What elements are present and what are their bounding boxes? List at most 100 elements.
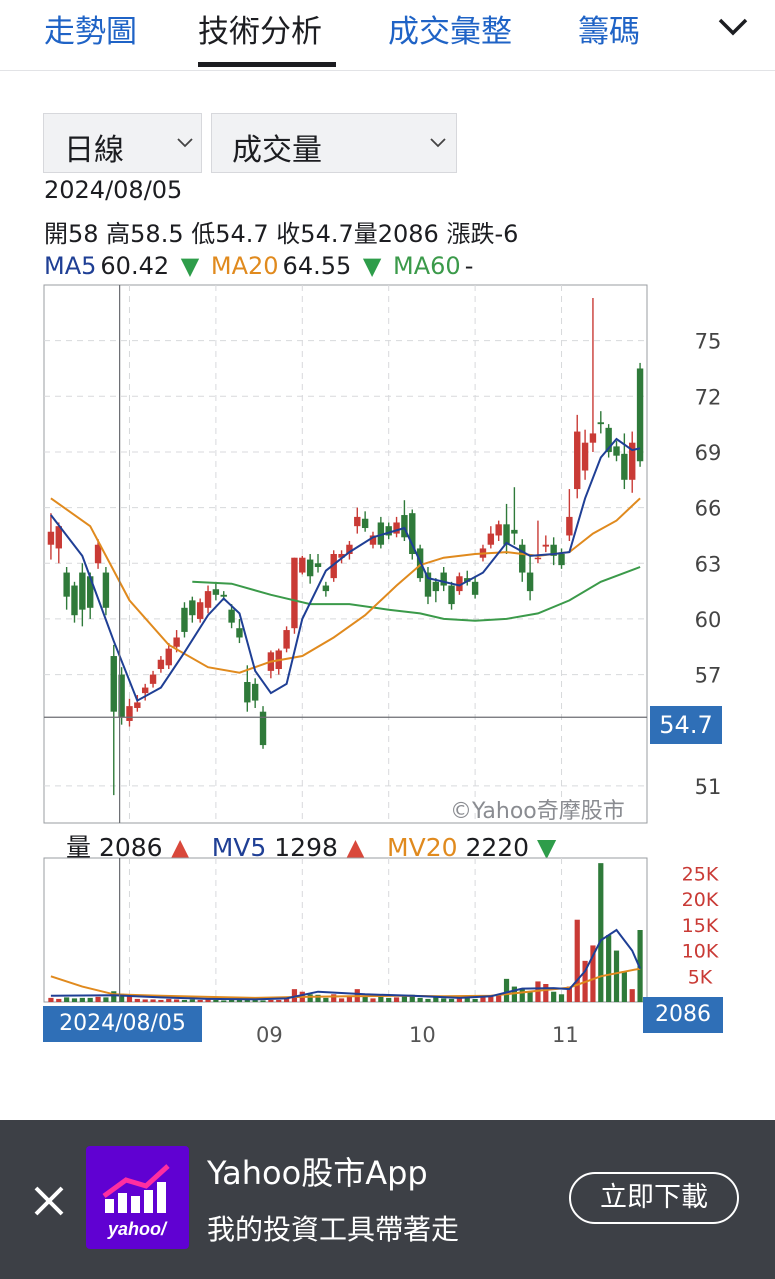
volume-bar bbox=[56, 998, 62, 1002]
month-label: 11 bbox=[552, 1023, 579, 1047]
candle-body bbox=[432, 581, 440, 592]
volume-frame bbox=[43, 857, 648, 1003]
volume-bar bbox=[417, 997, 423, 1002]
tab-trade-summary[interactable]: 成交彙整 bbox=[388, 14, 512, 50]
volume-bar bbox=[527, 991, 533, 1002]
volume-tick-label: 5K bbox=[688, 966, 713, 988]
watermark: ©Yahoo奇摩股市 bbox=[450, 799, 625, 824]
candle-body bbox=[464, 578, 471, 582]
tab-chips[interactable]: 籌碼 bbox=[578, 14, 640, 50]
tab-technical-analysis[interactable]: 技術分析 bbox=[198, 14, 322, 50]
volume-bar bbox=[378, 994, 384, 1002]
volume-bar bbox=[268, 999, 274, 1002]
candle-body bbox=[448, 585, 455, 605]
volume-bar bbox=[393, 997, 400, 1002]
volume-bar bbox=[503, 978, 510, 1002]
candle-body bbox=[534, 557, 542, 560]
ma20-value: 64.55 bbox=[282, 252, 352, 280]
y-tick-label: 63 bbox=[695, 552, 722, 576]
ma20-label: MA20 bbox=[210, 252, 279, 280]
volume-bar bbox=[464, 996, 470, 1002]
period-select[interactable]: 日線 bbox=[43, 113, 202, 173]
candle-body bbox=[220, 594, 227, 597]
volume-bar bbox=[205, 999, 211, 1002]
candle-body bbox=[134, 702, 141, 708]
candle-body bbox=[181, 607, 188, 632]
candle-body bbox=[126, 706, 133, 721]
candle-body bbox=[141, 687, 149, 694]
app-subtitle: 我的投資工具帶著走 bbox=[207, 1213, 460, 1246]
down-triangle-icon: ▼ bbox=[537, 833, 557, 862]
y-tick-label: 60 bbox=[695, 608, 722, 632]
volume-bar bbox=[291, 989, 298, 1002]
selected-date: 2024/08/05 bbox=[44, 176, 183, 204]
ma60-line bbox=[192, 566, 641, 622]
volume-bar bbox=[315, 994, 321, 1002]
ma5-value: 60.42 bbox=[100, 252, 170, 280]
candle-body bbox=[511, 529, 518, 534]
candle-body bbox=[581, 442, 589, 471]
candle-body bbox=[354, 516, 361, 527]
volume-bar bbox=[551, 991, 557, 1002]
candle-body bbox=[118, 674, 125, 718]
tab-trend[interactable]: 走勢圖 bbox=[44, 14, 137, 50]
volume-bar bbox=[637, 930, 643, 1002]
mv5-value: 1298 bbox=[274, 833, 338, 862]
candle-body bbox=[440, 572, 447, 586]
ma5-label: MA5 bbox=[44, 252, 97, 280]
volume-bar bbox=[519, 989, 525, 1002]
close-icon[interactable] bbox=[30, 1182, 68, 1220]
app-title: Yahoo股市App bbox=[207, 1154, 428, 1192]
volume-bar bbox=[197, 999, 203, 1002]
chevron-down-icon bbox=[430, 138, 446, 148]
volume-bar bbox=[79, 997, 85, 1002]
ma60-label: MA60 bbox=[393, 252, 461, 280]
volume-bar bbox=[181, 999, 188, 1002]
candlestick-chart[interactable]: 75 72 69 66 63 60 57 51 bbox=[0, 280, 775, 830]
indicator-select-value: 成交量 bbox=[232, 133, 322, 168]
volume-tick-label: 10K bbox=[682, 941, 719, 963]
vol-value: 2086 bbox=[98, 833, 163, 862]
candle-body bbox=[149, 674, 157, 684]
volume-bar bbox=[613, 950, 620, 1002]
volume-bar bbox=[346, 995, 353, 1002]
volume-bar bbox=[276, 999, 282, 1002]
candle-body bbox=[244, 682, 251, 703]
volume-bar bbox=[95, 996, 101, 1002]
volume-bar bbox=[621, 971, 627, 1002]
volume-bar bbox=[338, 998, 345, 1002]
candle-body bbox=[636, 368, 644, 462]
candle-body bbox=[291, 557, 298, 629]
volume-bar bbox=[244, 999, 250, 1002]
up-triangle-icon: ▲ bbox=[345, 833, 366, 862]
candle-body bbox=[157, 659, 165, 670]
volume-bar bbox=[150, 999, 156, 1002]
volume-bar bbox=[456, 997, 463, 1002]
vol-label: 量 bbox=[66, 833, 92, 862]
candle-body bbox=[251, 683, 259, 701]
down-triangle-icon: ▼ bbox=[362, 252, 382, 280]
volume-bar bbox=[119, 993, 125, 1002]
volume-bar bbox=[433, 997, 439, 1002]
candle-body bbox=[574, 431, 581, 490]
download-button[interactable]: 立即下載 bbox=[569, 1172, 739, 1224]
candle-body bbox=[361, 518, 369, 529]
candle-body bbox=[338, 554, 345, 558]
candle-body bbox=[94, 544, 102, 564]
volume-bar bbox=[370, 998, 376, 1002]
volume-bar bbox=[189, 999, 195, 1002]
yahoo-app-logo: yahoo/ bbox=[86, 1146, 189, 1249]
ma-legend: MA5 60.42 ▼ MA20 64.55 ▼ MA60- bbox=[44, 252, 477, 280]
chevron-down-icon[interactable] bbox=[716, 14, 750, 40]
candle-body bbox=[102, 572, 110, 608]
candle-body bbox=[613, 446, 620, 456]
candle-body bbox=[605, 427, 612, 452]
volume-bar bbox=[103, 997, 109, 1002]
bar-chart-icon: yahoo/ bbox=[102, 1164, 170, 1239]
y-tick-label: 75 bbox=[695, 330, 722, 354]
volume-bar bbox=[441, 998, 447, 1002]
down-triangle-icon: ▼ bbox=[180, 252, 200, 280]
period-select-value: 日線 bbox=[64, 133, 124, 168]
indicator-select[interactable]: 成交量 bbox=[211, 113, 457, 173]
volume-chart[interactable]: 25K 20K 15K 10K 5K bbox=[0, 855, 775, 1005]
